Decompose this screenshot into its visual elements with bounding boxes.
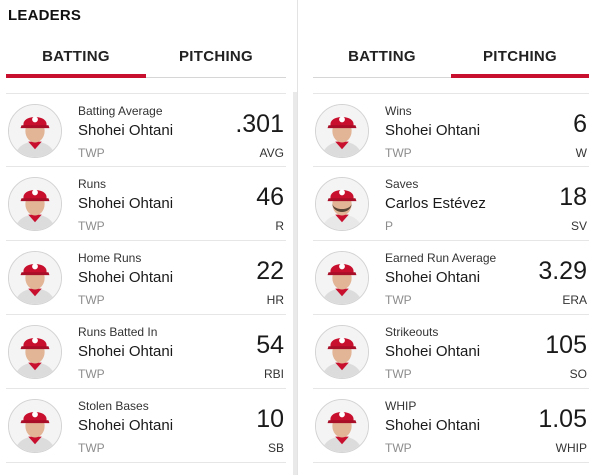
player-headshot-ohtani-icon[interactable] — [315, 399, 369, 453]
stat-value: 10 — [256, 405, 284, 433]
stat-value: 3.29 — [538, 257, 587, 285]
player-position: TWP — [78, 367, 105, 381]
stat-value: 6 — [573, 110, 587, 138]
player-headshot-ohtani-icon[interactable] — [315, 251, 369, 305]
player-name-link[interactable]: Shohei Ohtani — [78, 122, 174, 139]
leaders-list: Batting Average Shohei Ohtani TWP .301 A… — [6, 93, 286, 463]
leader-tabs: BATTING PITCHING — [6, 36, 286, 78]
leader-row[interactable]: Stolen Bases Shohei Ohtani TWP 10 SB — [6, 389, 286, 463]
player-position: TWP — [78, 219, 105, 233]
leaders-list: Wins Shohei Ohtani TWP 6 W Saves Carlos … — [313, 93, 589, 463]
stat-label: Runs Batted In — [78, 325, 158, 339]
stat-abbreviation: SO — [569, 367, 587, 381]
stat-abbreviation: AVG — [259, 146, 284, 160]
leader-row[interactable]: Home Runs Shohei Ohtani TWP 22 HR — [6, 241, 286, 315]
stat-value: 18 — [559, 183, 587, 211]
player-position: TWP — [385, 367, 412, 381]
tab-batting[interactable]: BATTING — [348, 48, 416, 65]
leader-row[interactable]: WHIP Shohei Ohtani TWP 1.05 WHIP — [313, 389, 589, 463]
leader-row[interactable]: Earned Run Average Shohei Ohtani TWP 3.2… — [313, 241, 589, 315]
player-name-link[interactable]: Shohei Ohtani — [385, 343, 481, 360]
stat-value: 105 — [545, 331, 587, 359]
player-name-link[interactable]: Shohei Ohtani — [385, 417, 481, 434]
stat-label: Home Runs — [78, 251, 142, 265]
stat-abbreviation: ERA — [562, 293, 587, 307]
stat-abbreviation: SB — [267, 441, 284, 455]
stat-value: 1.05 — [538, 405, 587, 433]
stat-abbreviation: SV — [570, 219, 587, 233]
tab-pitching[interactable]: PITCHING — [178, 48, 254, 65]
stat-value: 46 — [256, 183, 284, 211]
stat-abbreviation: W — [575, 146, 587, 160]
player-position: TWP — [78, 146, 105, 160]
player-name-link[interactable]: Shohei Ohtani — [78, 343, 174, 360]
player-position: P — [385, 219, 394, 233]
player-position: TWP — [385, 441, 412, 455]
leader-row[interactable]: Strikeouts Shohei Ohtani TWP 105 SO — [313, 315, 589, 389]
leader-row[interactable]: Batting Average Shohei Ohtani TWP .301 A… — [6, 93, 286, 167]
tab-batting[interactable]: BATTING — [6, 36, 146, 78]
leader-row[interactable]: Runs Shohei Ohtani TWP 46 R — [6, 167, 286, 241]
player-name-link[interactable]: Carlos Estévez — [385, 195, 486, 212]
leader-row[interactable]: Wins Shohei Ohtani TWP 6 W — [313, 93, 589, 167]
stat-value: 54 — [256, 331, 284, 359]
player-headshot-ohtani-icon[interactable] — [8, 399, 62, 453]
section-title: LEADERS — [8, 7, 82, 24]
stat-abbreviation: HR — [266, 293, 284, 307]
player-position: TWP — [78, 293, 105, 307]
stat-label: Wins — [385, 104, 412, 118]
stat-label: Earned Run Average — [385, 251, 497, 265]
player-name-link[interactable]: Shohei Ohtani — [385, 122, 481, 139]
player-position: TWP — [385, 146, 412, 160]
player-name-link[interactable]: Shohei Ohtani — [78, 269, 174, 286]
stat-label: Strikeouts — [385, 325, 439, 339]
stat-label: Batting Average — [78, 104, 163, 118]
stat-abbreviation: R — [275, 219, 284, 233]
player-headshot-ohtani-icon[interactable] — [8, 251, 62, 305]
player-position: TWP — [385, 293, 412, 307]
panel-divider — [297, 0, 298, 475]
stat-label: WHIP — [385, 399, 417, 413]
leader-row[interactable]: Saves Carlos Estévez P 18 SV — [313, 167, 589, 241]
player-name-link[interactable]: Shohei Ohtani — [78, 417, 174, 434]
tab-pitching[interactable]: PITCHING — [451, 36, 589, 78]
leader-tabs: BATTING PITCHING — [313, 36, 589, 78]
player-name-link[interactable]: Shohei Ohtani — [385, 269, 481, 286]
batting-leaders-panel: BATTING PITCHING Batting Average Shohei … — [6, 0, 286, 475]
stat-abbreviation: RBI — [263, 367, 284, 381]
leader-row[interactable]: Runs Batted In Shohei Ohtani TWP 54 RBI — [6, 315, 286, 389]
player-headshot-ohtani-icon[interactable] — [8, 177, 62, 231]
stat-label: Runs — [78, 177, 107, 191]
stat-value: .301 — [235, 110, 284, 138]
stat-label: Stolen Bases — [78, 399, 149, 413]
stat-value: 22 — [256, 257, 284, 285]
player-position: TWP — [78, 441, 105, 455]
player-headshot-ohtani-icon[interactable] — [8, 104, 62, 158]
player-headshot-estevez-icon[interactable] — [315, 177, 369, 231]
player-headshot-ohtani-icon[interactable] — [315, 325, 369, 379]
player-headshot-ohtani-icon[interactable] — [315, 104, 369, 158]
player-name-link[interactable]: Shohei Ohtani — [78, 195, 174, 212]
player-headshot-ohtani-icon[interactable] — [8, 325, 62, 379]
scrollbar[interactable] — [293, 92, 297, 475]
pitching-leaders-panel: BATTING PITCHING Wins Shohei Ohtani TWP … — [313, 0, 589, 475]
stat-label: Saves — [385, 177, 419, 191]
stat-abbreviation: WHIP — [555, 441, 587, 455]
